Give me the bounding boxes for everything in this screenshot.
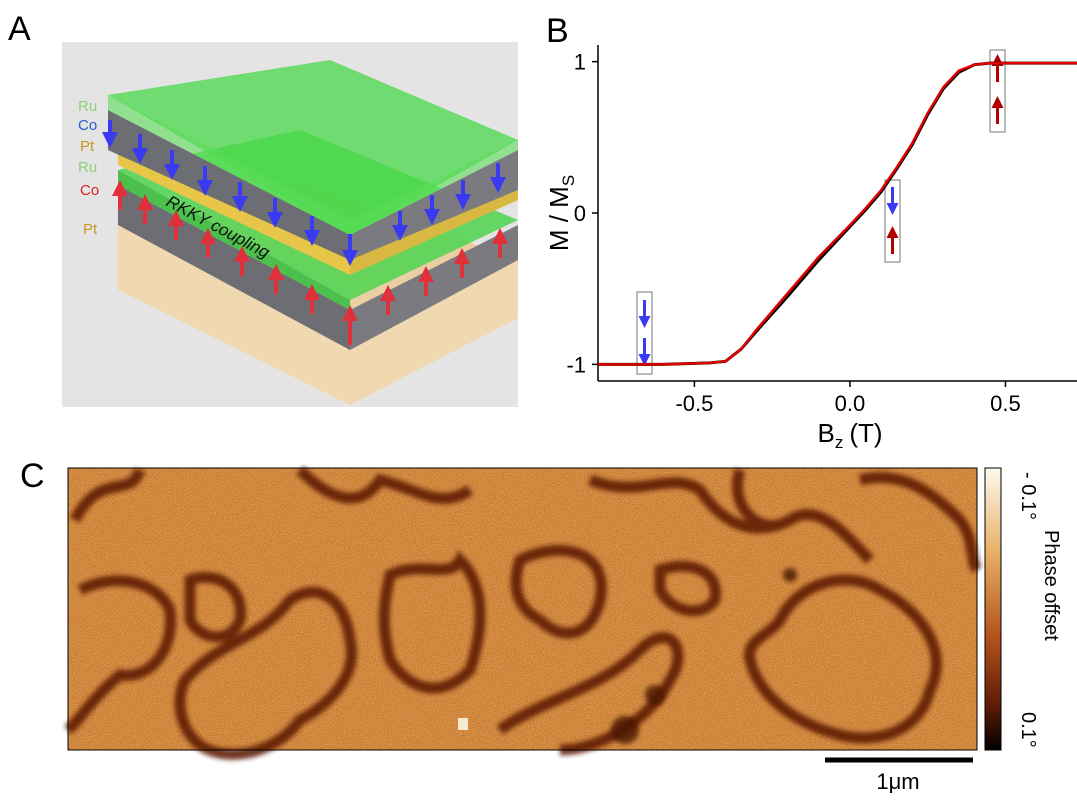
y-tick-label: 1 bbox=[574, 50, 586, 75]
y-axis-label-main: M / M bbox=[544, 186, 574, 251]
colorbar-label: 0.1° bbox=[1017, 712, 1039, 748]
mfm-image bbox=[64, 466, 982, 760]
scale-bar-label: 1μm bbox=[876, 769, 919, 794]
data-line bbox=[598, 61, 1077, 366]
colorbar-label: - 0.1° bbox=[1017, 472, 1039, 520]
panel-label: A bbox=[8, 10, 31, 48]
y-tick-label: -1 bbox=[566, 352, 586, 377]
x-axis-label-sub: z bbox=[835, 433, 844, 452]
x-axis-label: Bz (T) bbox=[817, 418, 882, 452]
panel-label: B bbox=[546, 12, 569, 50]
layer-label: Pt bbox=[80, 138, 95, 155]
x-tick-label: 0.0 bbox=[835, 391, 866, 416]
layer-label: Ru bbox=[78, 159, 97, 176]
x-tick-label: 0.5 bbox=[990, 391, 1021, 416]
x-axis-label-main: B bbox=[817, 418, 834, 448]
colorbar-title: Phase offset bbox=[1040, 530, 1062, 641]
y-axis-label: M / MS bbox=[544, 175, 578, 251]
layer-label: Co bbox=[78, 117, 97, 134]
layer-illustration: Ru Co Pt Ru Co Pt RKKY coupling bbox=[62, 42, 518, 407]
panel-label: C bbox=[20, 457, 45, 495]
x-tick-label: -0.5 bbox=[675, 391, 713, 416]
layer-label: Pt bbox=[83, 221, 98, 238]
y-tick-label: 0 bbox=[574, 201, 586, 226]
layer-label: Co bbox=[80, 182, 99, 199]
layer-label: Ru bbox=[78, 98, 97, 115]
chart: -1 0 1 -0.5 0.0 0.5 Bz (T) M / MS bbox=[544, 45, 1077, 452]
spin-inset bbox=[636, 49, 1006, 375]
x-axis-label-unit: (T) bbox=[849, 418, 882, 448]
colorbar bbox=[984, 467, 1002, 751]
y-axis-label-sub: S bbox=[559, 175, 578, 186]
